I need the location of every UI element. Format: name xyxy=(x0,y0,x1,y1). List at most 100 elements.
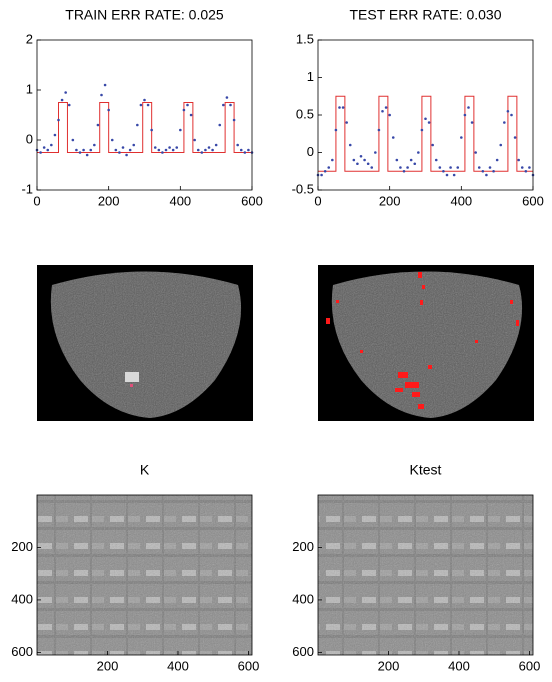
series-point xyxy=(449,166,452,169)
series-point xyxy=(445,173,449,177)
axes-box xyxy=(36,39,253,191)
series-point xyxy=(366,162,370,166)
x-tick-label: 600 xyxy=(519,658,541,673)
y-tick-label: 1 xyxy=(307,69,314,84)
series-point xyxy=(420,128,424,132)
y-tick-label: 600 xyxy=(11,644,33,659)
series-point xyxy=(485,173,488,177)
x-tick-label: 200 xyxy=(378,658,400,673)
brain-image-left xyxy=(37,265,253,421)
chart-title: TRAIN ERR RATE: 0.025 xyxy=(65,7,224,23)
x-tick-label: 0 xyxy=(33,193,40,208)
series-point xyxy=(175,146,179,149)
x-tick-label: 600 xyxy=(238,658,260,673)
series-point xyxy=(57,118,60,122)
series-point xyxy=(427,121,431,124)
series-point xyxy=(424,117,427,121)
series-point xyxy=(110,138,114,142)
series-point xyxy=(161,151,164,154)
y-tick-label: 2 xyxy=(26,31,33,46)
y-tick-label: 1 xyxy=(26,81,33,96)
series-point xyxy=(132,143,136,147)
series-point xyxy=(100,93,103,97)
series-point xyxy=(218,123,222,127)
series-point xyxy=(520,166,524,169)
series-point xyxy=(395,158,399,162)
series-point xyxy=(402,169,406,173)
series-point xyxy=(488,166,492,169)
chart-title: K xyxy=(140,462,150,478)
series-point xyxy=(164,148,168,152)
series-point xyxy=(463,113,467,117)
series-point xyxy=(352,158,356,162)
series-point xyxy=(214,143,218,147)
series-point xyxy=(417,151,420,154)
matrix-texture xyxy=(318,495,533,655)
series-point xyxy=(381,109,384,113)
series-point xyxy=(348,143,352,147)
series-point xyxy=(452,173,456,177)
matrix-texture xyxy=(37,495,252,655)
series-point xyxy=(467,106,470,109)
x-tick-label: 400 xyxy=(448,658,470,673)
series-point xyxy=(460,136,463,139)
series-point xyxy=(438,166,442,169)
series-point xyxy=(143,98,146,102)
series-point xyxy=(434,158,438,162)
series-point xyxy=(168,146,171,149)
series-point xyxy=(481,169,485,173)
series-point xyxy=(477,166,481,169)
series-point xyxy=(409,158,413,162)
y-tick-label: 400 xyxy=(292,591,314,606)
series-point xyxy=(338,106,341,109)
x-tick-label: 200 xyxy=(98,193,120,208)
series-point xyxy=(50,143,53,147)
brain-image-right xyxy=(318,265,534,421)
series-point xyxy=(71,138,75,142)
x-tick-label: 0 xyxy=(314,193,321,208)
y-tick-label: 0 xyxy=(26,131,33,146)
series-point xyxy=(492,169,495,173)
series-point xyxy=(125,153,128,157)
y-tick-label: -1 xyxy=(21,181,33,196)
series-point xyxy=(153,146,157,149)
series-point xyxy=(222,103,225,107)
series-point xyxy=(189,113,193,117)
series-point xyxy=(211,148,214,152)
series-point xyxy=(528,166,531,169)
series-point xyxy=(334,128,338,132)
series-point xyxy=(39,151,42,154)
series-point xyxy=(363,158,366,162)
series-point xyxy=(136,123,139,127)
chart-title: Ktest xyxy=(410,462,442,478)
plot-area xyxy=(318,40,533,190)
series-point xyxy=(60,98,64,102)
series-point xyxy=(506,109,510,113)
series-point xyxy=(470,121,474,124)
series-line xyxy=(318,95,533,172)
y-tick-label: 1.5 xyxy=(296,31,314,46)
x-tick-label: 200 xyxy=(97,658,119,673)
series-point xyxy=(431,143,434,147)
y-tick-label: 200 xyxy=(292,539,314,554)
series-point xyxy=(93,143,96,147)
series-point xyxy=(204,148,207,152)
series-point xyxy=(53,133,57,137)
series-point xyxy=(327,166,331,169)
chart-title: TEST ERR RATE: 0.030 xyxy=(350,7,502,23)
series-point xyxy=(67,103,71,107)
series-point xyxy=(323,169,327,173)
y-tick-label: -0.5 xyxy=(292,181,314,196)
series-point xyxy=(239,148,243,152)
series-point xyxy=(146,103,150,107)
series-point xyxy=(320,173,323,177)
x-tick-label: 400 xyxy=(450,193,472,208)
series-point xyxy=(388,113,391,117)
series-point xyxy=(243,151,247,154)
series-point xyxy=(78,151,82,154)
y-tick-label: 0.5 xyxy=(296,106,314,121)
series-point xyxy=(229,103,232,107)
series-point xyxy=(118,151,121,154)
series-point xyxy=(345,121,348,124)
